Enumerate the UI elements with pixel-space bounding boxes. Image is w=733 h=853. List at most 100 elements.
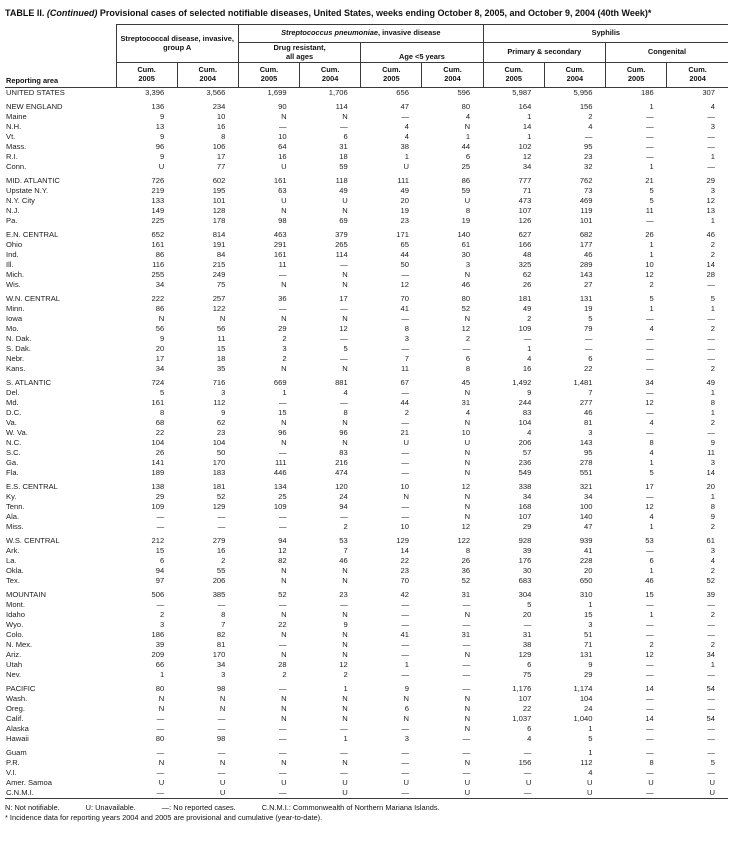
value-cell: 36 <box>278 294 287 304</box>
value-cell: — <box>462 684 471 694</box>
value-cell: 29 <box>278 324 287 334</box>
value-cell: 23 <box>400 566 409 576</box>
value-cell: 122 <box>212 304 226 314</box>
value-cell: 14 <box>522 122 532 132</box>
value-cell: N <box>158 314 165 324</box>
table-row: NEW ENGLAND 136 234 90 114 47 80 164 156 1 4 <box>5 102 728 112</box>
drug-resistant-header: Drug resistant, all ages <box>238 42 362 64</box>
table-row: Pa. 225 178 98 69 23 19 126 101 — 1 <box>5 216 728 226</box>
value-cell: 1 <box>710 216 715 226</box>
value-cell: 56 <box>155 324 165 334</box>
value-cell: — <box>278 512 287 522</box>
value-cell: 140 <box>579 512 593 522</box>
value-cell: 23 <box>216 428 226 438</box>
table-row: La. 6 2 82 46 22 26 176 228 6 4 <box>5 556 728 566</box>
value-cell: — <box>156 788 165 798</box>
value-cell: 1,174 <box>573 684 593 694</box>
value-cell: — <box>707 280 715 290</box>
value-cell: 49 <box>339 186 348 196</box>
value-cell: N <box>464 610 471 620</box>
value-cell: 94 <box>155 566 165 576</box>
value-cell: 73 <box>584 186 593 196</box>
age5-cum-2004-header: Cum. 2004 <box>421 62 484 89</box>
value-cell: — <box>646 354 654 364</box>
age5-cum-2005-header: Cum. 2005 <box>360 62 422 89</box>
drugres-cum-2005-header: Cum. 2005 <box>237 62 300 89</box>
value-cell: 3 <box>404 734 409 744</box>
value-cell: 2 <box>710 324 715 334</box>
value-cell: 219 <box>151 186 165 196</box>
value-cell: 19 <box>400 206 409 216</box>
value-cell: 107 <box>518 206 532 216</box>
table-row: Calif. — — N N N N 1,037 1,040 14 54 <box>5 714 728 724</box>
reporting-area-cell: UNITED STATES <box>6 88 65 98</box>
value-cell: — <box>217 724 226 734</box>
value-cell: 68 <box>155 418 165 428</box>
value-cell: U <box>648 778 654 788</box>
drug-resistant-line2: all ages <box>286 51 314 61</box>
value-cell: 104 <box>579 694 593 704</box>
value-cell: 47 <box>400 102 409 112</box>
value-cell: 209 <box>151 650 165 660</box>
value-cell: N <box>342 650 348 660</box>
table-row: Ala. — — — — — N 107 140 4 9 <box>5 512 728 522</box>
value-cell: 161 <box>273 176 287 186</box>
value-cell: 6 <box>404 704 409 714</box>
value-cell: U <box>587 778 593 788</box>
value-cell: — <box>584 132 593 142</box>
value-cell: 15 <box>278 408 287 418</box>
value-cell: 30 <box>461 250 471 260</box>
reporting-area-cell: E.S. CENTRAL <box>6 482 58 492</box>
value-cell: N <box>464 758 471 768</box>
value-cell: U <box>158 778 165 788</box>
value-cell: 22 <box>278 620 287 630</box>
value-cell: 44 <box>400 398 409 408</box>
value-cell: — <box>523 768 532 778</box>
value-cell: 8 <box>159 408 165 418</box>
reporting-area-cell: Vt. <box>6 132 16 142</box>
value-cell: — <box>401 418 409 428</box>
value-cell: 18 <box>216 354 226 364</box>
value-cell: — <box>646 694 654 704</box>
reporting-area-cell: Guam <box>6 748 27 758</box>
value-cell: 5 <box>343 344 348 354</box>
table-row: MID. ATLANTIC 726 602 161 118 111 86 777 762 21 29 <box>5 176 728 186</box>
legend-unavailable: U: Unavailable. <box>85 803 136 813</box>
table-row: N.J. 149 128 N N 19 8 107 119 11 13 <box>5 206 728 216</box>
value-cell: 2 <box>710 240 715 250</box>
value-cell: N <box>342 566 348 576</box>
value-cell: — <box>646 334 654 344</box>
table-row: P.R. N N N N — N 156 112 8 5 <box>5 758 728 768</box>
value-cell: 1 <box>527 132 532 142</box>
value-cell: 1 <box>649 458 654 468</box>
value-cell: 669 <box>273 378 287 388</box>
value-cell: 7 <box>343 546 348 556</box>
value-cell: — <box>278 768 287 778</box>
page: TABLE II. (Continued) Provisional cases … <box>5 8 728 822</box>
table-row: Guam — — — — — — — 1 — — <box>5 748 728 758</box>
value-cell: — <box>401 448 409 458</box>
value-cell: 307 <box>702 88 715 98</box>
table-row: Alaska — — — — — N 6 1 — — <box>5 724 728 734</box>
value-cell: 20 <box>706 482 715 492</box>
value-cell: 8 <box>710 502 715 512</box>
value-cell: 98 <box>278 216 287 226</box>
value-cell: N <box>219 694 226 704</box>
value-cell: — <box>340 122 348 132</box>
reporting-area-cell: Hawaii <box>6 734 29 744</box>
value-cell: 385 <box>212 590 226 600</box>
value-cell: 80 <box>461 102 471 112</box>
value-cell: — <box>707 162 715 172</box>
value-cell: 111 <box>275 458 287 468</box>
value-cell: 5 <box>527 600 532 610</box>
value-cell: 166 <box>518 240 532 250</box>
value-cell: 34 <box>522 492 532 502</box>
value-cell: — <box>401 670 409 680</box>
value-cell: 12 <box>339 660 348 670</box>
value-cell: 23 <box>584 152 593 162</box>
value-cell: U <box>464 438 471 448</box>
value-cell: 52 <box>278 590 287 600</box>
value-cell: 189 <box>151 468 165 478</box>
value-cell: — <box>278 734 287 744</box>
value-cell: 1,176 <box>512 684 532 694</box>
